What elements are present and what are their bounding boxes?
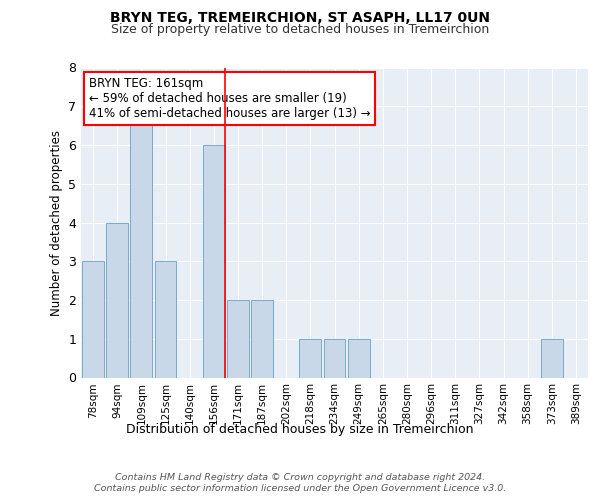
Bar bbox=[227, 300, 249, 378]
Bar bbox=[130, 106, 152, 378]
Bar bbox=[323, 339, 346, 378]
Text: BRYN TEG, TREMEIRCHION, ST ASAPH, LL17 0UN: BRYN TEG, TREMEIRCHION, ST ASAPH, LL17 0… bbox=[110, 11, 490, 25]
Bar bbox=[82, 261, 104, 378]
Y-axis label: Number of detached properties: Number of detached properties bbox=[50, 130, 62, 316]
Text: Contains public sector information licensed under the Open Government Licence v3: Contains public sector information licen… bbox=[94, 484, 506, 493]
Bar bbox=[348, 339, 370, 378]
Bar bbox=[106, 222, 128, 378]
Text: Contains HM Land Registry data © Crown copyright and database right 2024.: Contains HM Land Registry data © Crown c… bbox=[115, 472, 485, 482]
Bar bbox=[299, 339, 321, 378]
Bar bbox=[155, 261, 176, 378]
Text: BRYN TEG: 161sqm
← 59% of detached houses are smaller (19)
41% of semi-detached : BRYN TEG: 161sqm ← 59% of detached house… bbox=[89, 77, 370, 120]
Text: Size of property relative to detached houses in Tremeirchion: Size of property relative to detached ho… bbox=[111, 22, 489, 36]
Bar bbox=[251, 300, 273, 378]
Bar bbox=[203, 145, 224, 378]
Bar bbox=[541, 339, 563, 378]
Text: Distribution of detached houses by size in Tremeirchion: Distribution of detached houses by size … bbox=[126, 422, 474, 436]
